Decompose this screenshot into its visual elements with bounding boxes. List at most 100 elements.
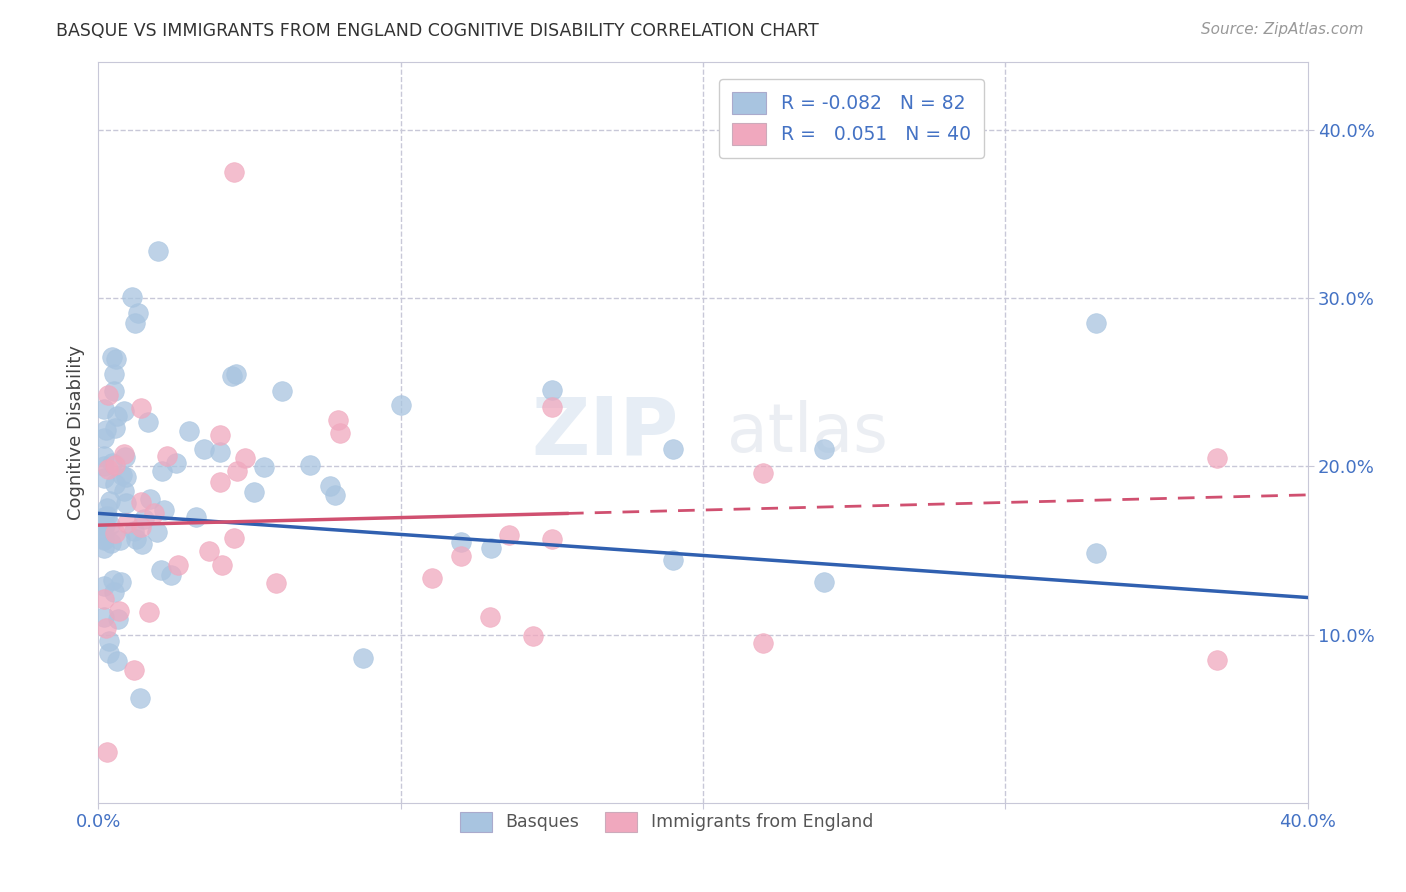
Point (329, 425, 352, 440)
Point (112, 404, 135, 418)
Point (661, 442, 683, 457)
Point (389, 398, 412, 412)
Point (226, 464, 249, 478)
Point (208, 428, 231, 442)
Point (299, 458, 322, 472)
Point (224, 532, 246, 546)
Point (131, 537, 153, 551)
Point (208, 475, 231, 489)
Point (97, 388, 120, 402)
Point (105, 654, 128, 668)
Point (197, 544, 219, 558)
Point (93, 470, 115, 484)
Point (129, 401, 152, 415)
Text: Source: ZipAtlas.com: Source: ZipAtlas.com (1201, 22, 1364, 37)
Point (450, 535, 472, 549)
Point (156, 449, 179, 463)
Point (167, 558, 190, 572)
Point (121, 290, 143, 304)
Point (134, 511, 156, 525)
Point (105, 351, 128, 366)
Point (93, 458, 115, 473)
Point (224, 165, 246, 179)
Point (101, 574, 124, 588)
Point (540, 401, 562, 415)
Point (165, 456, 187, 470)
Point (1085, 316, 1108, 330)
Point (124, 664, 146, 678)
Point (98, 494, 121, 508)
Point (209, 445, 232, 459)
Point (104, 421, 127, 435)
Point (1085, 546, 1108, 560)
Point (142, 507, 165, 521)
Text: ZIP: ZIP (531, 393, 679, 472)
Point (103, 585, 125, 599)
Point (93, 450, 115, 464)
Point (752, 466, 775, 480)
Point (96, 508, 118, 523)
Point (100, 536, 122, 550)
Point (104, 525, 127, 540)
Point (115, 496, 138, 510)
Point (253, 460, 276, 475)
Point (522, 629, 544, 643)
Point (177, 425, 200, 439)
Point (93, 610, 115, 624)
Point (107, 604, 129, 618)
Point (103, 367, 125, 381)
Point (96, 621, 118, 635)
Point (111, 468, 134, 483)
Point (225, 368, 247, 382)
Point (481, 541, 503, 556)
Text: atlas: atlas (727, 400, 889, 466)
Point (319, 479, 342, 493)
Point (661, 552, 683, 566)
Point (193, 442, 215, 457)
Point (813, 442, 835, 457)
Y-axis label: Cognitive Disability: Cognitive Disability (66, 345, 84, 520)
Point (498, 528, 520, 542)
Text: BASQUE VS IMMIGRANTS FROM ENGLAND COGNITIVE DISABILITY CORRELATION CHART: BASQUE VS IMMIGRANTS FROM ENGLAND COGNIT… (56, 22, 818, 40)
Point (124, 316, 146, 330)
Point (752, 636, 775, 650)
Point (149, 563, 172, 577)
Point (103, 384, 125, 398)
Point (100, 456, 122, 470)
Point (129, 691, 152, 706)
Point (479, 610, 502, 624)
Point (93, 533, 115, 547)
Point (540, 533, 562, 547)
Point (160, 568, 183, 582)
Point (100, 518, 122, 533)
Point (1206, 450, 1229, 465)
Point (211, 558, 233, 572)
Point (110, 575, 132, 590)
Point (93, 541, 115, 555)
Point (112, 447, 135, 461)
Point (233, 451, 256, 466)
Point (150, 464, 173, 478)
Point (112, 484, 135, 499)
Point (104, 477, 127, 491)
Point (93, 591, 115, 606)
Point (122, 524, 145, 538)
Point (139, 491, 162, 506)
Point (127, 306, 149, 320)
Point (136, 415, 159, 429)
Point (152, 503, 174, 517)
Point (146, 524, 169, 539)
Point (114, 450, 136, 464)
Point (813, 575, 835, 590)
Point (104, 458, 127, 472)
Point (420, 571, 443, 585)
Legend: Basques, Immigrants from England: Basques, Immigrants from England (454, 805, 880, 838)
Point (105, 409, 128, 423)
Point (96, 424, 118, 438)
Point (186, 510, 208, 524)
Point (540, 383, 562, 397)
Point (352, 650, 374, 665)
Point (450, 549, 472, 564)
Point (115, 470, 138, 484)
Point (264, 575, 287, 590)
